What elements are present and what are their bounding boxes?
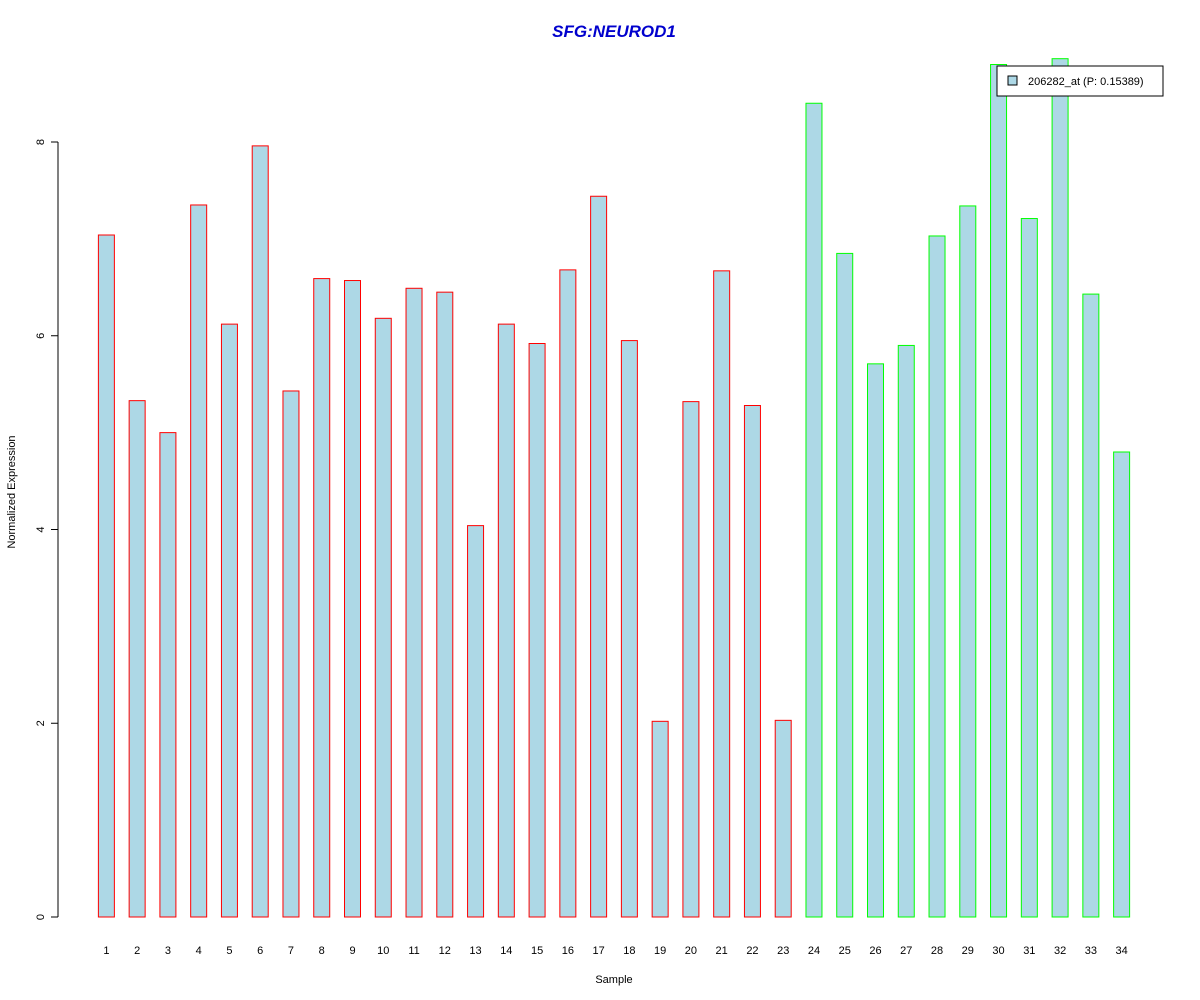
x-tick-label: 21 <box>716 945 728 957</box>
x-tick-label: 11 <box>408 945 419 957</box>
y-tick-label: 2 <box>35 720 47 726</box>
x-tick-label: 17 <box>592 945 604 957</box>
bar-sample-6 <box>251 145 269 918</box>
bar-sample-9 <box>344 280 361 918</box>
bar-sample-5 <box>220 323 238 918</box>
x-tick-label: 19 <box>654 945 666 957</box>
bar-sample-26 <box>867 363 884 918</box>
x-tick-label: 23 <box>777 945 789 957</box>
x-tick-label: 14 <box>500 945 512 957</box>
bar-sample-12 <box>436 291 454 918</box>
bar-sample-34 <box>1113 451 1131 918</box>
bar-sample-18 <box>620 340 638 918</box>
x-tick-label: 16 <box>562 945 574 957</box>
legend-entry: 206282_at (P: 0.15389) <box>1028 76 1144 88</box>
bar-sample-10 <box>374 317 392 918</box>
bar-sample-11 <box>405 287 423 918</box>
x-tick-label: 22 <box>746 945 758 957</box>
x-tick-label: 20 <box>685 945 697 957</box>
bar-sample-7 <box>282 390 300 918</box>
bar-sample-14 <box>497 323 515 918</box>
bar-sample-3 <box>159 432 177 918</box>
bar-sample-28 <box>928 235 946 918</box>
legend: 206282_at (P: 0.15389) <box>996 65 1164 97</box>
chart-title: SFG:NEUROD1 <box>552 22 676 41</box>
bar-sample-13 <box>467 525 485 918</box>
y-tick-label: 0 <box>35 914 47 920</box>
bar-sample-20 <box>682 401 700 918</box>
x-tick-label: 1 <box>103 945 109 957</box>
legend-box <box>996 65 1164 97</box>
bar-sample-1 <box>97 234 115 918</box>
x-tick-label: 29 <box>962 945 974 957</box>
bar-sample-25 <box>836 252 854 918</box>
bar-sample-15 <box>528 343 546 918</box>
y-tick-label: 8 <box>35 139 47 145</box>
bar-sample-24 <box>805 102 823 918</box>
bar-sample-29 <box>959 205 977 918</box>
x-tick-labels: 1 2 3 4 5 6 7 8 9 10 11 12 13 14 15 16 17 18 19 20 21 22 23 24 2… <box>103 945 1127 957</box>
bar-sample-4 <box>190 204 208 918</box>
x-tick-label: 15 <box>531 945 543 957</box>
x-tick-label: 34 <box>1115 945 1127 957</box>
x-tick-label: 27 <box>900 945 912 957</box>
legend-swatch <box>1007 75 1018 86</box>
bar-sample-2 <box>128 400 146 918</box>
x-tick-label: 33 <box>1085 945 1097 957</box>
bar-sample-33 <box>1082 293 1100 918</box>
y-tick-label: 4 <box>35 526 47 532</box>
y-axis: 0 2 4 6 8 <box>35 139 59 920</box>
x-tick-label: 18 <box>623 945 635 957</box>
bars-group <box>97 58 1131 918</box>
x-tick-label: 32 <box>1054 945 1066 957</box>
bar-sample-31 <box>1020 218 1038 918</box>
x-tick-label: 31 <box>1023 945 1035 957</box>
x-tick-label: 2 <box>134 945 140 957</box>
bar-sample-21 <box>713 270 731 918</box>
x-tick-label: 8 <box>319 945 325 957</box>
bar-sample-16 <box>559 269 577 918</box>
x-tick-label: 9 <box>349 945 355 957</box>
x-tick-label: 7 <box>288 945 294 957</box>
x-tick-label: 12 <box>439 945 451 957</box>
x-tick-label: 4 <box>196 945 202 957</box>
x-tick-label: 26 <box>869 945 881 957</box>
bar-sample-17 <box>590 195 608 918</box>
bar-sample-19 <box>651 720 669 918</box>
x-tick-label: 25 <box>839 945 851 957</box>
y-tick-label: 6 <box>35 333 47 339</box>
bar-sample-32 <box>1051 58 1069 918</box>
bar-sample-22 <box>743 405 761 918</box>
y-axis-label: Normalized Expression <box>6 435 18 548</box>
x-tick-label: 24 <box>808 945 820 957</box>
x-tick-label: 5 <box>226 945 232 957</box>
x-tick-label: 3 <box>165 945 171 957</box>
x-tick-label: 13 <box>469 945 481 957</box>
bar-sample-23 <box>774 719 792 918</box>
x-tick-label: 10 <box>377 945 389 957</box>
x-tick-label: 30 <box>992 945 1004 957</box>
bar-sample-27 <box>897 344 915 918</box>
x-tick-label: 28 <box>931 945 943 957</box>
x-tick-label: 6 <box>257 945 263 957</box>
bar-sample-30 <box>990 64 1008 918</box>
x-axis-label: Sample <box>595 974 632 986</box>
bar-sample-8 <box>313 278 331 918</box>
